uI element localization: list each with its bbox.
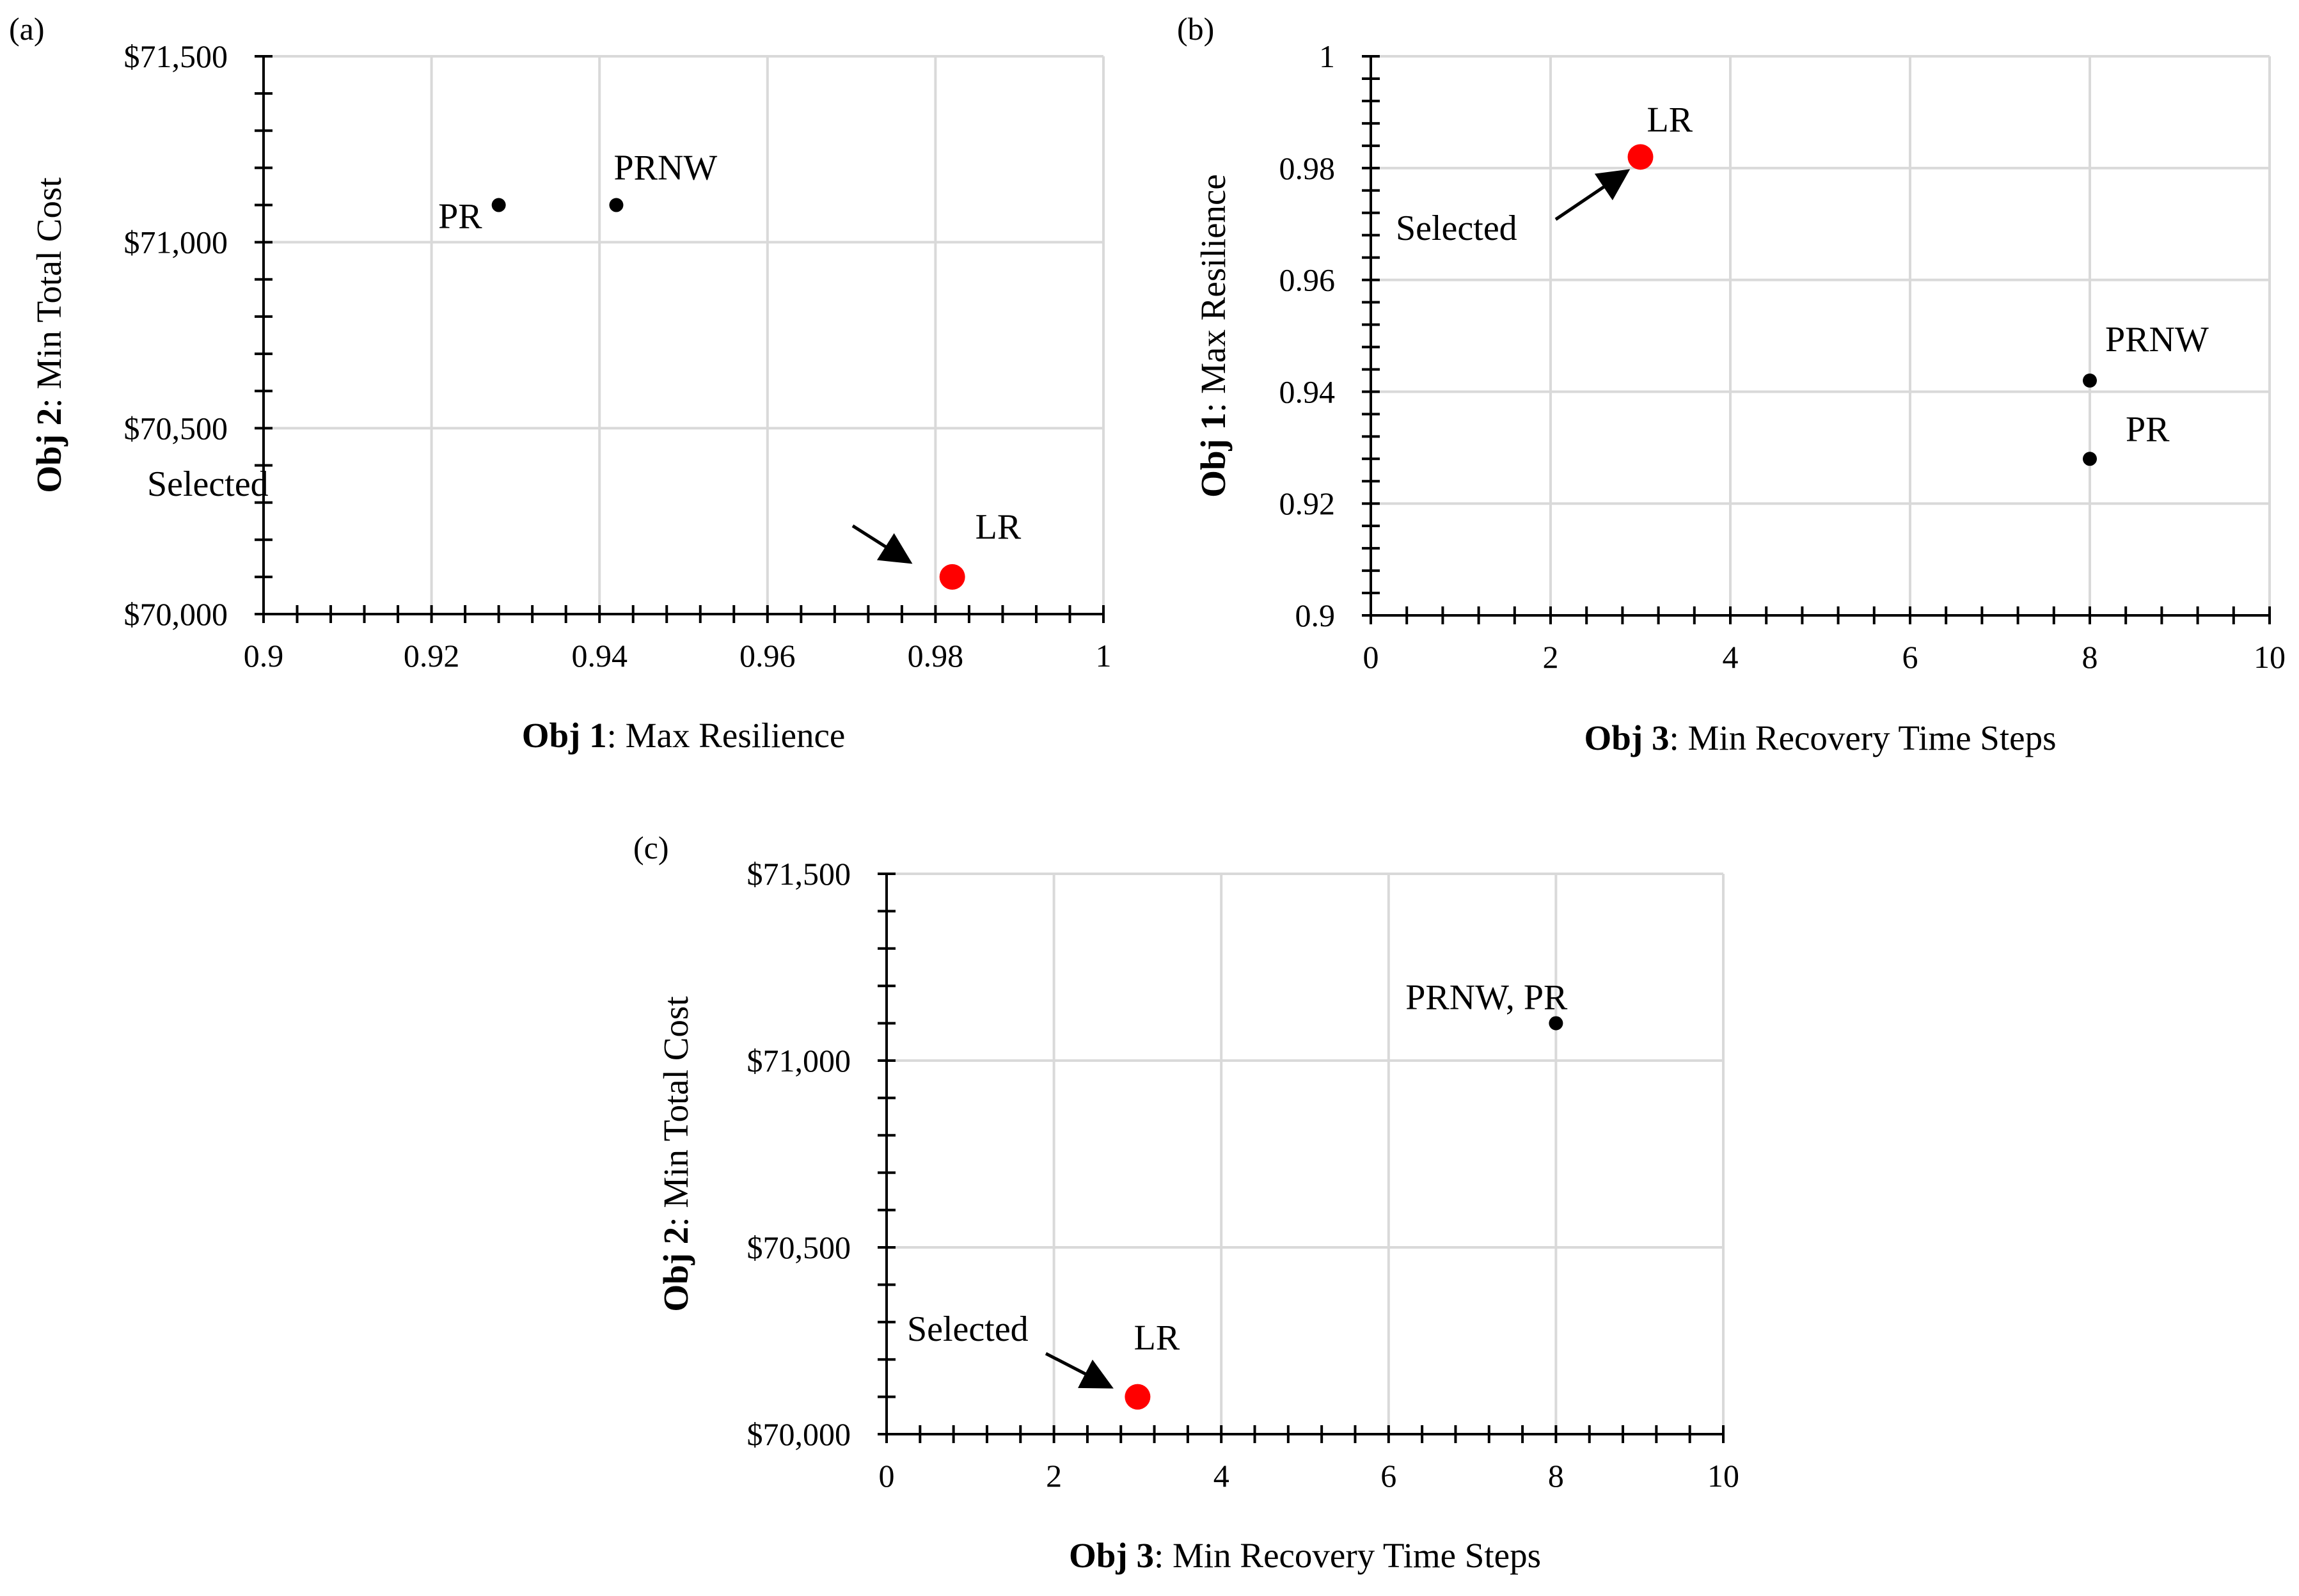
point-label-prnw: PRNW [2105, 320, 2209, 359]
x-tick-label: 8 [1548, 1458, 1564, 1494]
chart-panel-c: 0 2 4 6 8 10 $70,000 $70,500 $71,000 $71,500 Obj 3… [633, 830, 1739, 1575]
x-tick-label: 0.9 [244, 638, 284, 674]
x-axis-title-bold: Obj 1 [522, 716, 607, 755]
y-tick-label: 1 [1319, 38, 1335, 74]
y-tick-label: $70,500 [747, 1229, 851, 1265]
x-tick-label: 4 [1723, 639, 1739, 675]
x-tick-label: 0.98 [908, 638, 964, 674]
point-label-pr: PR [438, 197, 482, 237]
data-point-prnw [2083, 373, 2097, 388]
x-tick-label: 2 [1543, 639, 1559, 675]
point-label-lr: LR [976, 507, 1022, 547]
y-tick-label: $70,500 [124, 410, 228, 446]
point-label-lr: LR [1134, 1318, 1180, 1358]
x-axis-title-text: : Min Recovery Time Steps [1154, 1536, 1541, 1575]
y-tick-label: 0.9 [1295, 597, 1336, 633]
x-tick-label: 10 [2254, 639, 2286, 675]
y-tick-label: 0.96 [1279, 262, 1336, 298]
x-tick-label: 0 [1363, 639, 1379, 675]
y-axis-title-bold: Obj 2 [656, 1227, 695, 1312]
chart-panel-b: 0 2 4 6 8 10 0.9 0.92 0.94 0.96 0.98 1 Obj 3: Min Re… [1177, 11, 2286, 757]
y-tick-label: $70,000 [747, 1416, 851, 1452]
x-tick-label: 0.96 [739, 638, 796, 674]
data-point-pr [491, 198, 506, 212]
y-tick-label: 0.92 [1279, 486, 1336, 521]
x-axis-title: Obj 3: Min Recovery Time Steps [1069, 1536, 1541, 1575]
x-axis-title: Obj 1: Max Resilience [522, 716, 846, 755]
x-tick-label: 0 [879, 1458, 895, 1494]
point-label-lr: LR [1647, 100, 1693, 139]
chart-panel-a: 0.9 0.92 0.94 0.96 0.98 1 $70,000 $70,500 $71,00… [9, 11, 1112, 755]
x-axis-title-text: : Max Resilience [607, 716, 846, 755]
y-tick-label: $71,000 [747, 1043, 851, 1078]
y-axis-title: Obj 2: Min Total Cost [656, 996, 695, 1311]
point-label-prnw-pr: PRNW, PR [1405, 978, 1568, 1018]
y-axis-title-text: : Max Resilience [1194, 174, 1233, 413]
selected-arrow [1554, 169, 1631, 221]
x-axis-title: Obj 3: Min Recovery Time Steps [1584, 718, 2057, 757]
point-label-prnw: PRNW [613, 148, 717, 188]
x-tick-label: 6 [1380, 1458, 1396, 1494]
point-label-pr: PR [2126, 409, 2170, 449]
x-tick-label: 6 [1902, 639, 1918, 675]
panel-label: (c) [633, 830, 669, 865]
data-point-pr [2083, 452, 2097, 466]
data-point-prnw-pr [1549, 1016, 1563, 1031]
x-tick-label: 0.92 [404, 638, 460, 674]
x-tick-label: 0.94 [571, 638, 628, 674]
y-tick-label: $71,000 [124, 225, 228, 260]
y-axis-title-text: : Min Total Cost [656, 996, 695, 1226]
y-tick-label: 0.94 [1279, 374, 1336, 409]
selected-arrow [1045, 1352, 1114, 1389]
y-tick-label: $70,000 [124, 596, 228, 632]
panel-label: (b) [1177, 11, 1214, 47]
x-axis-title-bold: Obj 3 [1584, 718, 1670, 757]
x-tick-label: 10 [1707, 1458, 1739, 1494]
data-point-prnw [609, 198, 624, 212]
x-axis-title-text: : Min Recovery Time Steps [1669, 718, 2056, 757]
data-point-lr [939, 564, 965, 590]
selected-arrow [851, 524, 913, 564]
x-tick-label: 1 [1096, 638, 1112, 674]
y-tick-label: $71,500 [124, 38, 228, 74]
y-axis-title: Obj 1: Max Resilience [1194, 174, 1233, 498]
x-tick-label: 2 [1046, 1458, 1062, 1494]
data-point-lr [1627, 144, 1654, 170]
data-point-lr [1125, 1384, 1151, 1410]
panel-label: (a) [9, 11, 45, 47]
x-tick-label: 8 [2082, 639, 2098, 675]
y-axis-title-bold: Obj 1 [1194, 413, 1233, 498]
x-tick-label: 4 [1213, 1458, 1229, 1494]
y-axis-title-bold: Obj 2 [29, 408, 68, 493]
selected-annotation: Selected [1396, 209, 1517, 248]
y-tick-label: $71,500 [747, 856, 851, 892]
selected-annotation: Selected [907, 1309, 1029, 1349]
x-axis-title-bold: Obj 3 [1069, 1536, 1154, 1575]
y-axis-title: Obj 2: Min Total Cost [29, 177, 68, 493]
selected-annotation: Selected [147, 464, 269, 504]
y-axis-title-text: : Min Total Cost [29, 177, 68, 407]
y-tick-label: 0.98 [1279, 150, 1336, 186]
